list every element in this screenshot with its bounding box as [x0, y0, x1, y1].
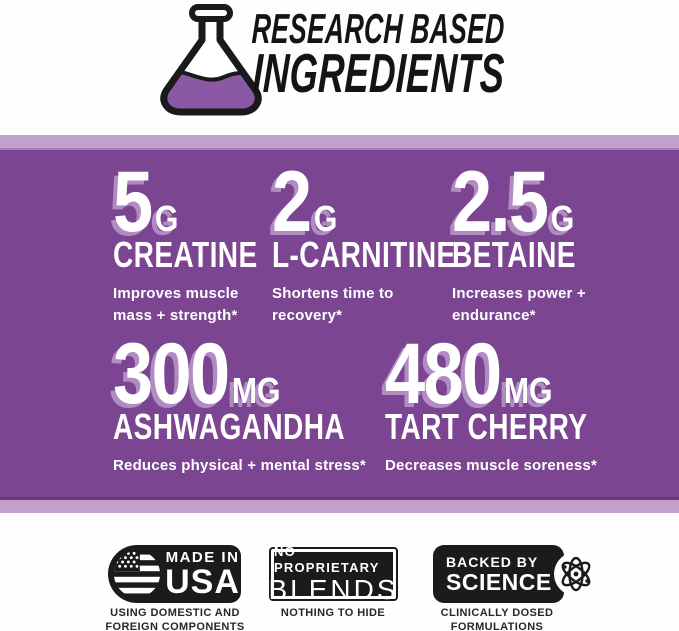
header-line-ingredients: INGREDIENTS — [251, 42, 506, 104]
panel-top-strip — [0, 135, 679, 150]
badge-no-proprietary-blends: NO PROPRIETARY BLENDS — [268, 544, 396, 604]
badge-blends-top-label: NO PROPRIETARY — [274, 543, 380, 575]
stat-amount: 2.5G — [452, 154, 575, 250]
stat-description: Shortens time to recovery* — [272, 285, 394, 324]
flask-icon — [160, 4, 262, 116]
usa-flag-icon — [113, 550, 161, 598]
stat-unit: G — [154, 198, 179, 239]
stat-amount: 480MG — [385, 326, 553, 422]
stat-amount: 300MG — [113, 326, 281, 422]
badge-usa-caption: USING DOMESTIC AND FOREIGN COMPONENTS — [105, 607, 245, 631]
ingredients-panel: 5G CREATINE Improves muscle mass + stren… — [0, 135, 679, 513]
badge-backed-by-science: BACKED BY SCIENCE — [433, 545, 598, 603]
badge-blends-caption: NOTHING TO HIDE — [280, 607, 386, 619]
stat-name: ASHWAGANDHA — [113, 406, 346, 447]
stat-description: Reduces physical + mental stress* — [113, 457, 366, 474]
badge-usa-main-label: USA — [165, 562, 240, 601]
stat-unit: MG — [503, 370, 553, 411]
stat-name: CREATINE — [113, 234, 258, 275]
stat-betaine: 2.5G BETAINE Increases power + endurance… — [452, 159, 611, 327]
stat-ashwagandha: 300MG ASHWAGANDHA Reduces physical + men… — [113, 331, 411, 477]
badge-made-in-usa: MADE IN USA — [108, 545, 241, 603]
stat-description: Decreases muscle soreness* — [385, 457, 598, 474]
stat-name: TART CHERRY — [385, 406, 588, 447]
stat-description: Improves muscle mass + strength* — [113, 285, 239, 324]
badge-science-top-label: BACKED BY — [446, 553, 539, 570]
stat-name: BETAINE — [452, 234, 576, 275]
stat-unit: G — [550, 198, 575, 239]
panel-bottom-strip — [0, 497, 679, 513]
stat-unit: MG — [231, 370, 281, 411]
stat-amount: 2G — [272, 154, 338, 250]
badge-blends-main-label: BLENDS — [268, 574, 399, 606]
stat-creatine: 5G CREATINE Improves muscle mass + stren… — [113, 159, 298, 327]
stat-tart-cherry: 480MG TART CHERRY Decreases muscle soren… — [385, 331, 645, 477]
badge-science-main-label: SCIENCE — [446, 569, 552, 596]
atom-icon — [553, 552, 598, 596]
badge-science-caption: CLINICALLY DOSED FORMULATIONS — [440, 607, 554, 631]
badge-usa-top-label: MADE IN — [165, 549, 240, 567]
stat-l-carnitine: 2G L-CARNITINE Shortens time to recovery… — [272, 159, 507, 327]
stat-amount: 5G — [113, 154, 179, 250]
stat-unit: G — [313, 198, 338, 239]
stat-name: L-CARNITINE — [272, 234, 456, 275]
stat-description: Increases power + endurance* — [452, 285, 586, 324]
